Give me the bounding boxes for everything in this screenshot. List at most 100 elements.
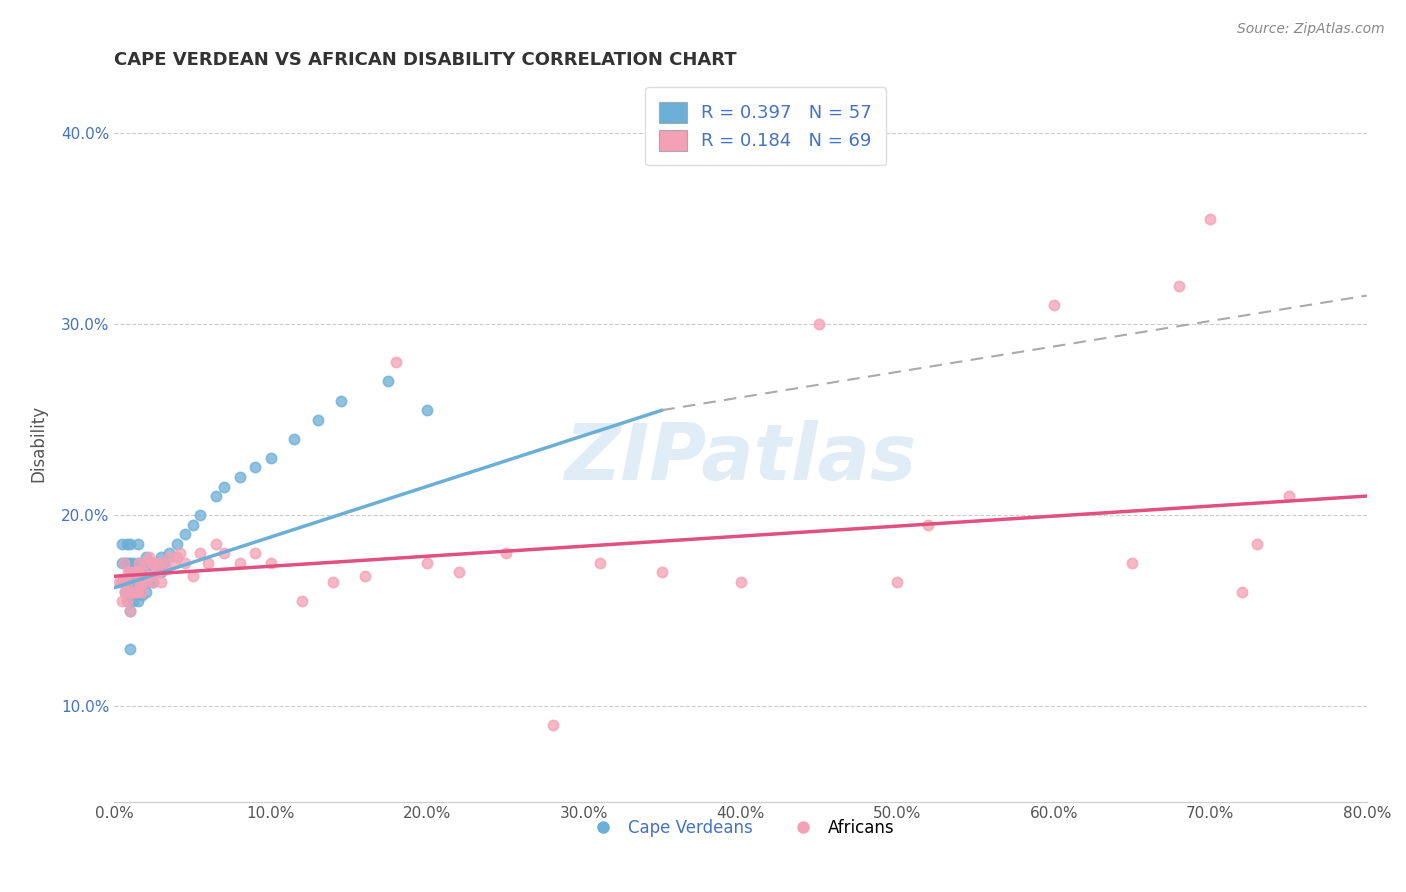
Point (111, 556, 134, 570)
Point (146, 561, 169, 575)
Point (127, 537, 149, 551)
Point (114, 584, 136, 599)
Point (1277, 489, 1299, 503)
Point (138, 556, 160, 570)
Point (322, 574, 344, 589)
Point (228, 556, 250, 570)
Point (118, 604, 141, 618)
Point (117, 566, 139, 580)
Point (122, 566, 145, 580)
Point (135, 574, 157, 589)
Point (127, 584, 149, 599)
Point (131, 584, 153, 599)
Point (129, 574, 152, 589)
Point (260, 556, 283, 570)
Y-axis label: Disability: Disability (30, 405, 46, 482)
Point (114, 584, 136, 599)
Point (111, 594, 134, 608)
Point (1042, 298, 1064, 312)
Point (155, 561, 177, 575)
Point (190, 508, 212, 523)
Point (228, 470, 250, 484)
Point (541, 718, 564, 732)
Point (139, 569, 162, 583)
Point (150, 566, 173, 580)
Point (150, 556, 173, 570)
Point (173, 527, 195, 541)
Point (115, 574, 138, 589)
Point (142, 556, 165, 570)
Point (124, 584, 146, 599)
Text: ZIPatlas: ZIPatlas (564, 420, 917, 496)
Point (1168, 279, 1191, 293)
Point (115, 537, 138, 551)
Point (416, 556, 439, 570)
Text: Source: ZipAtlas.com: Source: ZipAtlas.com (1237, 22, 1385, 37)
Point (118, 566, 141, 580)
Point (132, 574, 155, 589)
Point (138, 569, 160, 583)
Point (124, 566, 146, 580)
Point (385, 355, 408, 369)
Point (588, 556, 610, 570)
Point (115, 594, 138, 608)
Point (917, 517, 939, 532)
Point (122, 584, 145, 599)
Point (141, 556, 163, 570)
Point (197, 556, 219, 570)
Point (112, 556, 135, 570)
Point (1121, 556, 1143, 570)
Point (495, 546, 517, 560)
Point (307, 412, 329, 426)
Point (122, 594, 145, 608)
Point (118, 556, 141, 570)
Point (181, 569, 204, 583)
Point (115, 556, 138, 570)
Point (122, 574, 145, 589)
Point (146, 556, 169, 570)
Point (205, 489, 228, 503)
Point (245, 460, 267, 475)
Point (127, 594, 149, 608)
Point (181, 517, 204, 532)
Point (145, 566, 167, 580)
Point (190, 546, 212, 560)
Point (118, 584, 141, 599)
Point (118, 641, 141, 656)
Point (166, 550, 188, 565)
Point (205, 537, 228, 551)
Point (1246, 537, 1268, 551)
Point (115, 594, 138, 608)
Point (129, 566, 152, 580)
Point (108, 574, 131, 589)
Point (128, 556, 150, 570)
Point (127, 556, 149, 570)
Point (260, 450, 283, 465)
Point (377, 375, 399, 389)
Point (135, 550, 157, 565)
Point (447, 566, 470, 580)
Point (1230, 584, 1253, 599)
Point (173, 556, 195, 570)
Point (124, 584, 146, 599)
Point (807, 317, 830, 331)
Point (129, 584, 152, 599)
Point (157, 550, 180, 565)
Text: CAPE VERDEAN VS AFRICAN DISABILITY CORRELATION CHART: CAPE VERDEAN VS AFRICAN DISABILITY CORRE… (114, 51, 737, 69)
Point (111, 574, 134, 589)
Point (283, 432, 305, 446)
Point (111, 574, 134, 589)
Point (135, 584, 157, 599)
Point (353, 569, 375, 583)
Point (157, 546, 180, 560)
Point (135, 556, 157, 570)
Point (163, 556, 186, 570)
Point (122, 556, 145, 570)
Point (651, 566, 673, 580)
Point (131, 569, 153, 583)
Point (291, 594, 314, 608)
Point (128, 574, 150, 589)
Point (212, 546, 235, 560)
Point (135, 566, 157, 580)
Point (212, 479, 235, 493)
